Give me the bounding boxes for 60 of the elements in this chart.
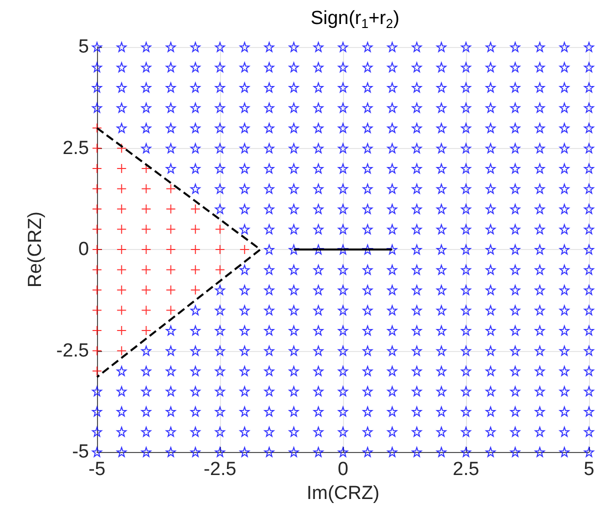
point	[141, 264, 152, 275]
point	[116, 305, 127, 316]
point	[116, 164, 127, 174]
point	[116, 285, 127, 295]
point	[92, 164, 102, 174]
point	[116, 264, 127, 275]
point	[92, 366, 102, 376]
point	[141, 244, 152, 254]
point	[240, 244, 250, 254]
point	[116, 224, 127, 234]
point	[92, 244, 102, 254]
point	[116, 204, 127, 214]
point	[92, 326, 102, 336]
y-tick-label: -2.5	[56, 340, 89, 362]
x-tick-label: 5	[584, 459, 594, 480]
point	[116, 184, 127, 194]
point	[215, 224, 225, 234]
x-tick-label: 2.5	[452, 459, 480, 480]
point	[92, 204, 102, 214]
point	[190, 264, 200, 275]
point	[141, 164, 152, 174]
point	[116, 143, 127, 154]
point	[92, 184, 102, 194]
point	[92, 346, 102, 356]
point	[166, 264, 176, 275]
point	[92, 224, 102, 234]
point	[166, 244, 176, 254]
point	[116, 244, 127, 254]
point	[190, 204, 200, 214]
point	[92, 123, 102, 133]
point	[215, 244, 225, 254]
point	[215, 264, 225, 275]
point	[92, 305, 102, 316]
point	[190, 244, 200, 254]
point	[141, 204, 152, 214]
point	[141, 305, 152, 316]
point	[166, 305, 176, 316]
point	[92, 143, 102, 154]
y-tick-label: 5	[78, 36, 89, 58]
y-tick-label: 0	[78, 239, 89, 260]
point	[166, 224, 176, 234]
point	[141, 184, 152, 194]
y-tick-label: -5	[72, 442, 89, 462]
y-axis-title: Re(CRZ)	[25, 212, 46, 288]
point	[166, 184, 176, 194]
point	[141, 326, 152, 336]
point	[141, 285, 152, 295]
point	[92, 285, 102, 295]
point	[141, 224, 152, 234]
y-tick-label: 2.5	[62, 138, 89, 159]
x-tick-label: -2.5	[204, 459, 236, 480]
x-axis-title: Im(CRZ)	[306, 482, 380, 504]
point	[190, 224, 200, 234]
point	[116, 326, 127, 336]
point	[116, 346, 127, 356]
point	[190, 285, 200, 295]
point	[166, 285, 176, 295]
point	[166, 204, 176, 214]
point	[92, 264, 102, 275]
x-tick-label: 0	[338, 459, 348, 480]
